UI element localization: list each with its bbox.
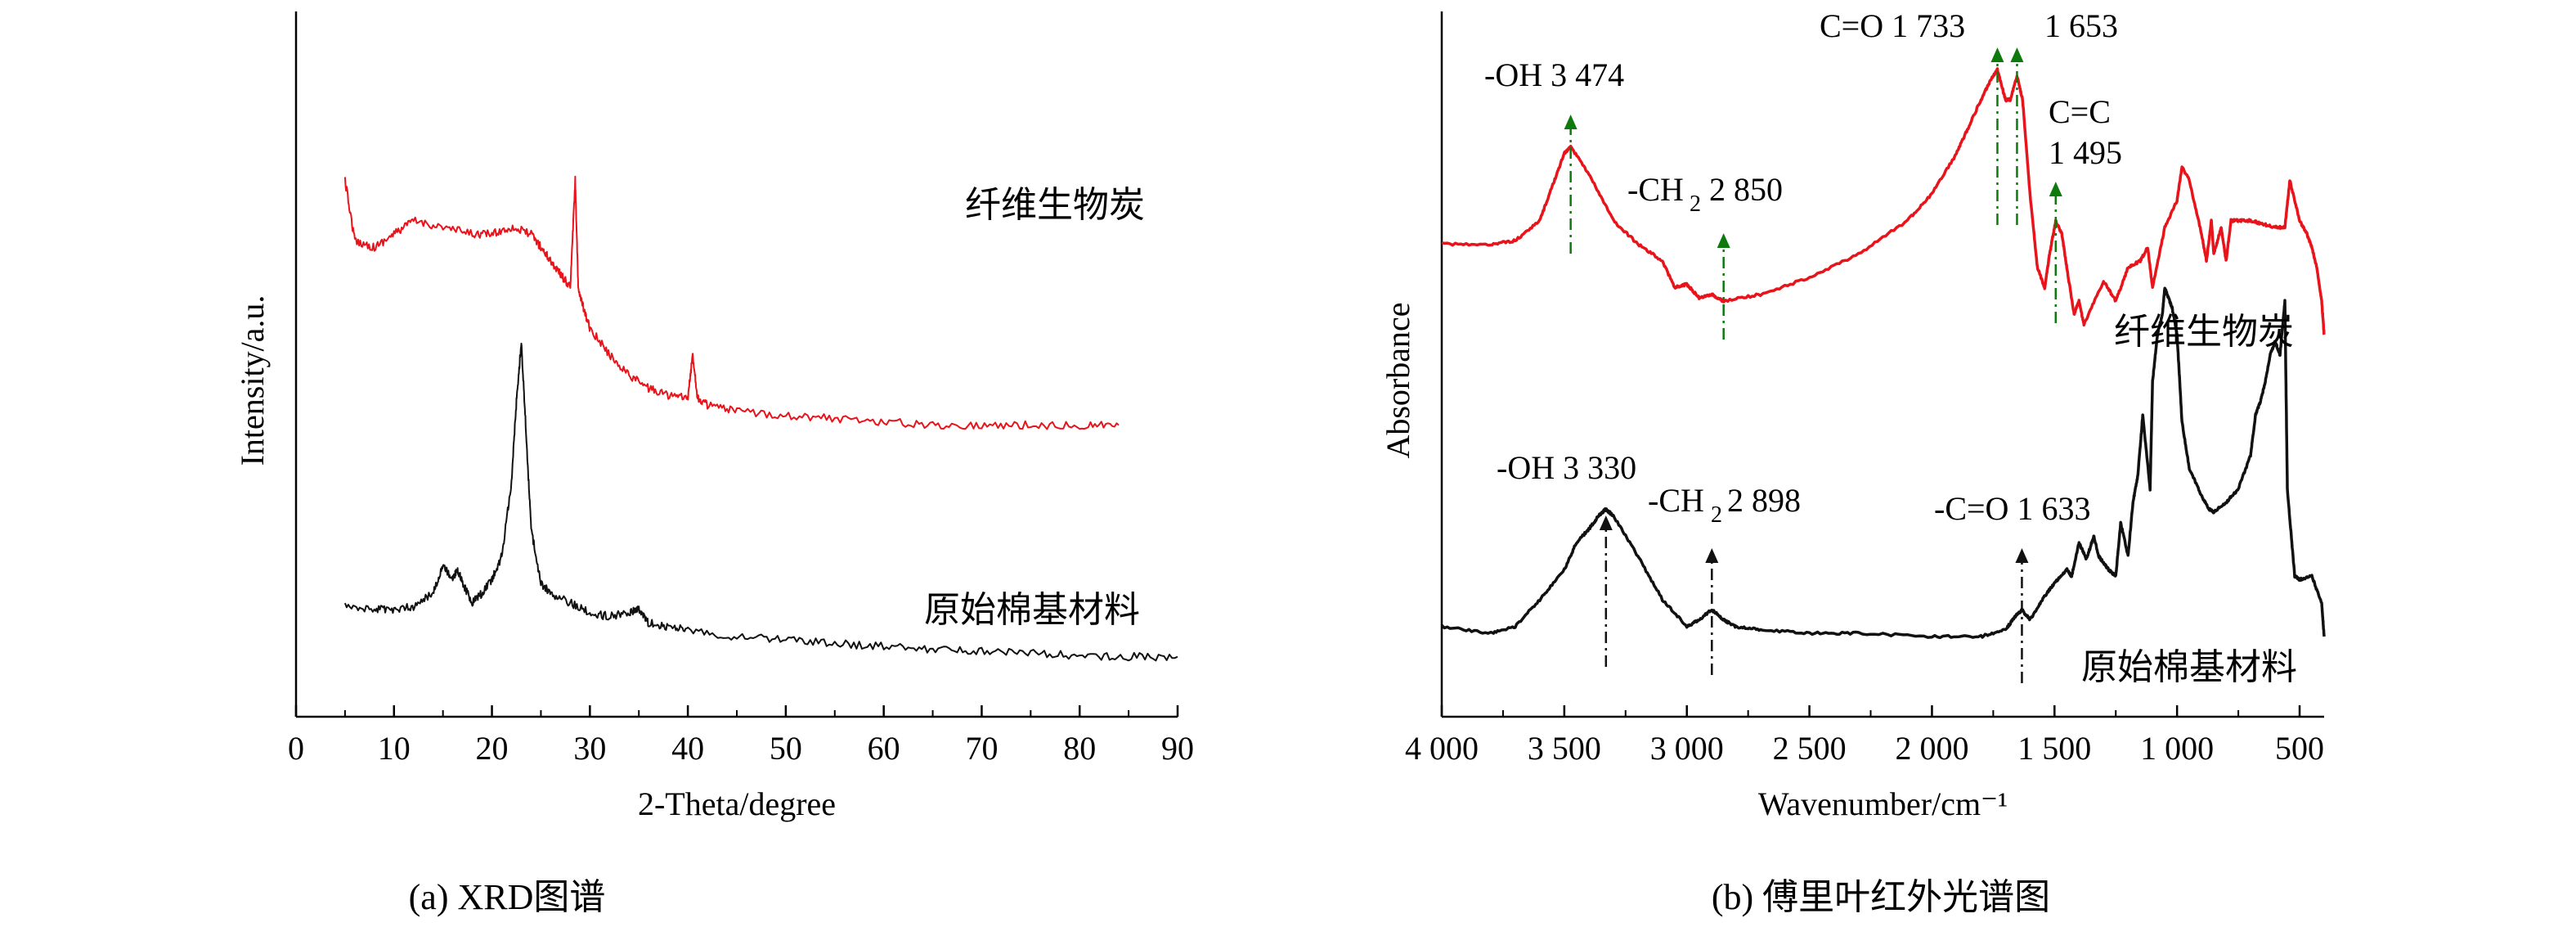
caption-a: (a) XRD图谱 — [408, 877, 606, 917]
legend-cotton: 原始棉基材料 — [2081, 646, 2297, 688]
x-tick-label: 10 — [378, 730, 411, 767]
peak-arrow-co-1733-head — [1990, 47, 2004, 62]
x-tick-label: 80 — [1063, 730, 1096, 767]
series-line-cotton — [343, 342, 1178, 662]
caption-b: (b) 傅里叶红外光谱图 — [1711, 877, 2051, 917]
annotation-cc: C=C — [2049, 93, 2111, 130]
peak-arrow-ch2-2898-head — [1705, 548, 1719, 563]
annotation-1653: 1 653 — [2044, 7, 2118, 44]
series-line-biochar — [343, 175, 1120, 430]
x-tick-label: 500 — [2275, 730, 2324, 767]
x-tick-label: 1 000 — [2140, 730, 2214, 767]
x-tick-label: 1 500 — [2017, 730, 2091, 767]
x-tick-label: 2 000 — [1895, 730, 1968, 767]
series-line-cotton — [1440, 286, 2326, 640]
annotation-ch2-2898-prefix: -CH — [1648, 482, 1704, 519]
annotation-ch2-2850-sub: 2 — [1690, 191, 1701, 217]
annotation-ch2-2898-sub: 2 — [1711, 502, 1722, 528]
x-tick-label: 3 000 — [1650, 730, 1724, 767]
x-tick-label: 50 — [770, 730, 802, 767]
x-tick-label: 2 500 — [1773, 730, 1847, 767]
annotation-1495: 1 495 — [2049, 134, 2122, 171]
y-axis-label: Absorbance — [1380, 302, 1416, 458]
peak-arrow-oh-3330-head — [1599, 515, 1613, 530]
legend-cotton: 原始棉基材料 — [924, 589, 1140, 631]
peak-arrow-ch2-2850-head — [1717, 233, 1730, 248]
x-tick-label: 90 — [1161, 730, 1194, 767]
annotation-oh-3474: -OH 3 474 — [1484, 56, 1624, 93]
x-tick-label: 60 — [868, 730, 900, 767]
annotation-ch2-2898: 2 898 — [1727, 482, 1801, 519]
y-axis-label: Intensity/a.u. — [234, 295, 271, 466]
series-line-biochar — [1441, 67, 2326, 335]
peak-arrow-1653-head — [2010, 47, 2024, 62]
peak-arrow-oh-3474-head — [1564, 115, 1577, 129]
peak-arrow-co-1633-head — [2015, 548, 2029, 563]
x-axis-label: Wavenumber/cm⁻¹ — [1758, 785, 2008, 822]
annotation-co-1633: -C=O 1 633 — [1934, 490, 2090, 527]
annotation-co-1733: C=O 1 733 — [1820, 7, 1965, 44]
x-tick-label: 0 — [288, 730, 304, 767]
legend-biochar: 纤维生物炭 — [965, 184, 1145, 226]
x-tick-label: 40 — [671, 730, 704, 767]
annotation-ch2-2850: 2 850 — [1709, 171, 1783, 208]
x-tick-label: 70 — [965, 730, 998, 767]
x-tick-label: 30 — [573, 730, 606, 767]
x-tick-label: 20 — [476, 730, 509, 767]
annotation-oh-3330: -OH 3 330 — [1497, 449, 1636, 486]
peak-arrow-cc-1495-head — [2049, 182, 2062, 196]
x-tick-label: 3 500 — [1528, 730, 1601, 767]
x-tick-label: 4 000 — [1405, 730, 1479, 767]
x-axis-label: 2-Theta/degree — [638, 785, 836, 822]
legend-biochar: 纤维生物炭 — [2114, 311, 2294, 353]
annotation-ch2-2850-prefix: -CH — [1627, 171, 1684, 208]
